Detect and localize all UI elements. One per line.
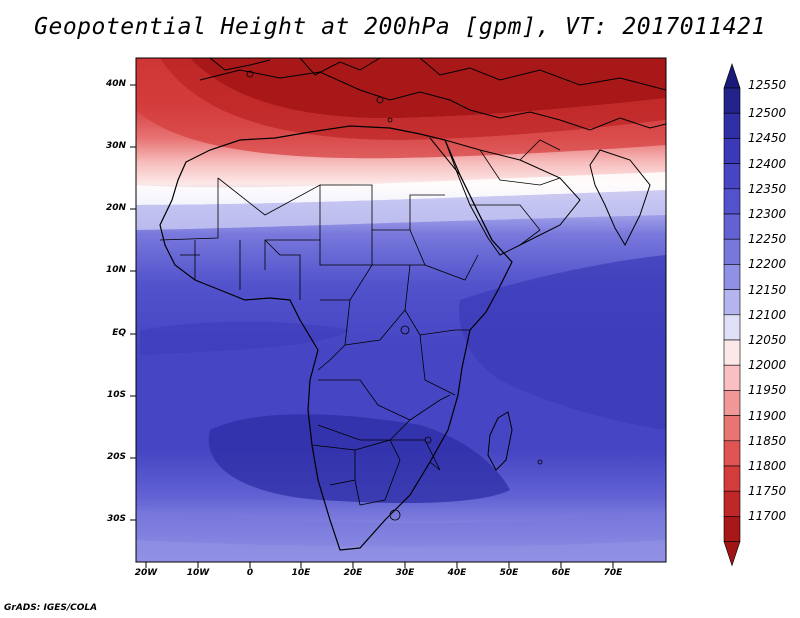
lon-label: 70E	[603, 568, 623, 578]
colorbar-swatch	[723, 490, 741, 517]
africa-coastline	[159, 125, 513, 551]
colorbar-top-arrow	[723, 63, 741, 89]
lon-label: 10E	[291, 568, 311, 578]
lat-ticks	[130, 84, 136, 521]
colorbar-label: 12450	[748, 131, 787, 146]
colorbar-label: 11700	[748, 509, 787, 524]
lon-label: 50E	[499, 568, 519, 578]
colorbar-label: 12350	[748, 181, 787, 196]
lat-label: 20S	[106, 452, 126, 462]
colorbar-swatch	[723, 163, 741, 190]
colorbar-swatch	[723, 390, 741, 416]
colorbar-swatch	[723, 465, 741, 492]
height-field	[136, 58, 666, 562]
colorbar-swatch	[723, 188, 741, 215]
colorbar-label: 12300	[748, 207, 787, 221]
colorbar-label: 12550	[748, 78, 787, 92]
footer-credit: GrADS: IGES/COLA	[4, 603, 98, 613]
map-frame	[135, 57, 667, 563]
lon-label: 20W	[134, 568, 158, 578]
colorbar-label: 12250	[748, 232, 787, 247]
colorbar-label: 11900	[748, 408, 787, 423]
colorbar	[723, 63, 741, 567]
lon-label: 10W	[186, 568, 210, 578]
colorbar-label: 11850	[748, 433, 787, 448]
india-outline	[589, 149, 651, 247]
colorbar-swatch	[723, 238, 741, 265]
colorbar-label: 12200	[748, 257, 787, 272]
colorbar-label: 12050	[748, 333, 787, 347]
lon-label: 60E	[551, 568, 571, 578]
colorbar-swatch	[723, 138, 741, 164]
colorbar-label: 11750	[748, 484, 787, 499]
madagascar-outline	[487, 411, 513, 471]
colorbar-label: 12100	[748, 307, 787, 322]
lon-label: 20E	[343, 568, 363, 578]
map-title: Geopotential Height at 200hPa [gpm], VT:…	[34, 14, 766, 40]
lon-label: 0	[246, 568, 254, 578]
colorbar-label: 11950	[748, 383, 787, 398]
colorbar-label: 12400	[748, 156, 787, 171]
colorbar-label: 11800	[748, 459, 787, 473]
lat-label: 30N	[105, 141, 126, 151]
mediterranean-coast	[199, 69, 561, 121]
colorbar-swatch	[723, 415, 741, 442]
colorbar-swatch	[723, 112, 741, 139]
lat-label: 30S	[106, 514, 126, 524]
colorbar-swatch	[723, 516, 741, 542]
lat-label: 20N	[105, 203, 126, 213]
colorbar-swatch	[723, 87, 741, 114]
colorbar-swatch	[723, 289, 741, 316]
lat-label: 10S	[106, 390, 126, 400]
colorbar-label: 12500	[748, 106, 787, 121]
arabia-outline	[444, 139, 581, 256]
lon-ticks	[145, 562, 614, 568]
lat-label: 40N	[105, 79, 126, 89]
colorbar-label: 12150	[748, 282, 787, 297]
colorbar-swatch	[723, 364, 741, 391]
country-borders	[159, 139, 561, 506]
colorbar-swatch	[723, 213, 741, 240]
lon-label: 40E	[447, 568, 467, 578]
lat-label: EQ	[112, 328, 126, 338]
colorbar-swatch	[723, 264, 741, 290]
colorbar-swatch	[723, 440, 741, 467]
colorbar-bottom-arrow	[723, 541, 741, 567]
lat-label: 10N	[105, 265, 126, 275]
colorbar-label: 12000	[748, 358, 787, 373]
colorbar-swatch	[723, 314, 741, 341]
lon-label: 30E	[395, 568, 415, 578]
colorbar-swatch	[723, 339, 741, 366]
